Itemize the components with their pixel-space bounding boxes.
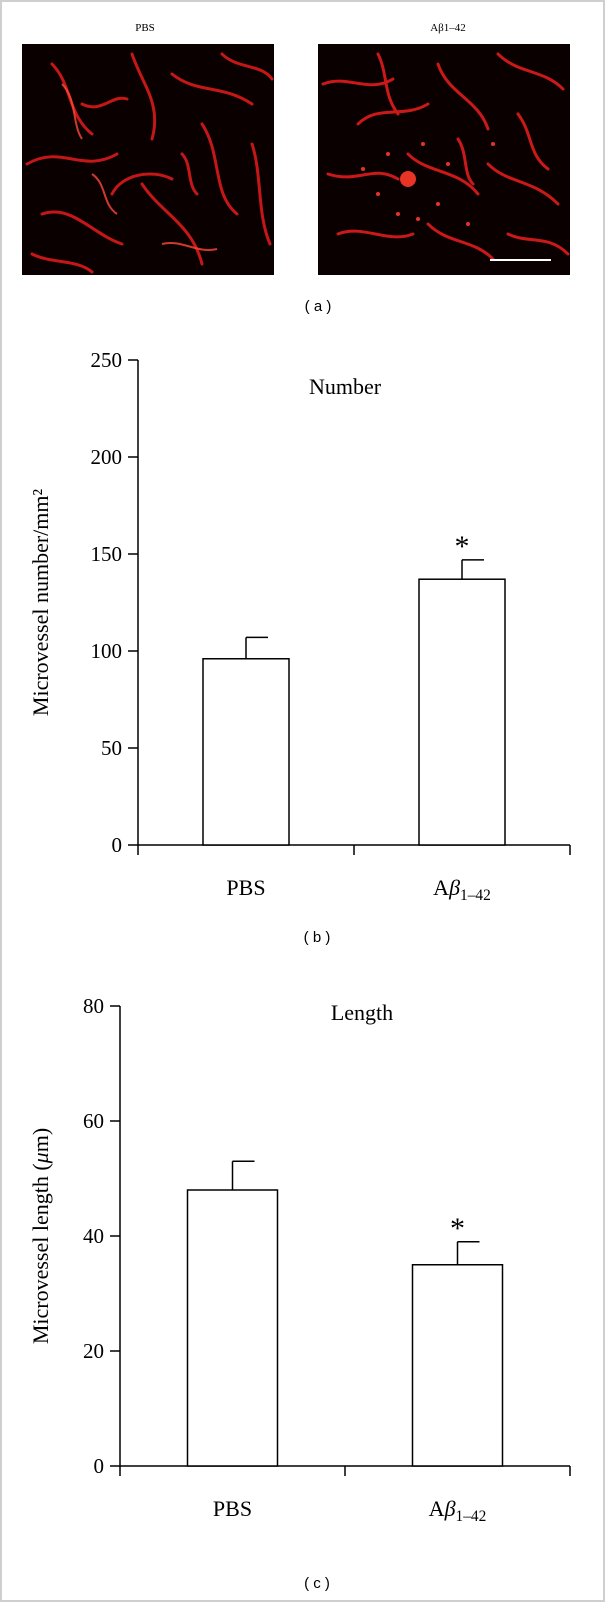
y-axis-label: Microvessel length (μm) bbox=[28, 1128, 53, 1344]
micrograph-abeta bbox=[318, 44, 570, 275]
y-tick-label-1: 20 bbox=[83, 1339, 104, 1363]
panel-label: ( b ) bbox=[304, 929, 331, 946]
significance-marker-1: * bbox=[450, 1212, 465, 1245]
y-tick-label-2: 100 bbox=[91, 639, 123, 663]
panel-label-a: ( a ) bbox=[304, 298, 332, 315]
x-tick-label-1: Aβ1–42 bbox=[429, 1496, 487, 1525]
y-tick-label-4: 200 bbox=[91, 445, 123, 469]
micrograph-title-pbs: PBS bbox=[135, 22, 155, 34]
micrograph-pbs bbox=[22, 44, 274, 275]
x-tick-label-0: PBS bbox=[213, 1496, 252, 1521]
bar-1 bbox=[411, 1264, 504, 1467]
micrograph-pbs-vessels bbox=[22, 44, 274, 275]
significance-marker-1: * bbox=[455, 530, 470, 563]
y-tick-label-1: 50 bbox=[101, 736, 122, 760]
chart-microvessel-number: 0 50 100 150 200 250 PBS * Aβ1–42 Number Microvess… bbox=[28, 348, 571, 946]
micrograph-abeta-vessels bbox=[318, 44, 570, 275]
bar-0 bbox=[186, 1189, 279, 1467]
y-tick-label-5: 250 bbox=[91, 348, 123, 372]
bar-0 bbox=[202, 658, 290, 846]
y-tick-label-4: 80 bbox=[83, 994, 104, 1018]
micrograph-title-abeta: Aβ1–42 bbox=[430, 22, 466, 34]
y-tick-label-2: 40 bbox=[83, 1224, 104, 1248]
y-tick-label-0: 0 bbox=[112, 833, 123, 857]
x-tick-label-1: Aβ1–42 bbox=[433, 875, 491, 904]
panel-label: ( c ) bbox=[304, 1575, 330, 1592]
chart-title: Length bbox=[331, 1000, 393, 1025]
y-tick-label-0: 0 bbox=[94, 1454, 105, 1478]
chart-title: Number bbox=[309, 374, 382, 399]
bar-1 bbox=[418, 578, 506, 846]
y-axis-label: Microvessel number/mm² bbox=[28, 489, 53, 717]
x-tick-label-0: PBS bbox=[226, 875, 265, 900]
y-tick-label-3: 60 bbox=[83, 1109, 104, 1133]
chart-microvessel-length: 0 20 40 60 80 PBS * Aβ1–42 Length Microvessel len… bbox=[28, 994, 571, 1592]
y-tick-label-3: 150 bbox=[91, 542, 123, 566]
